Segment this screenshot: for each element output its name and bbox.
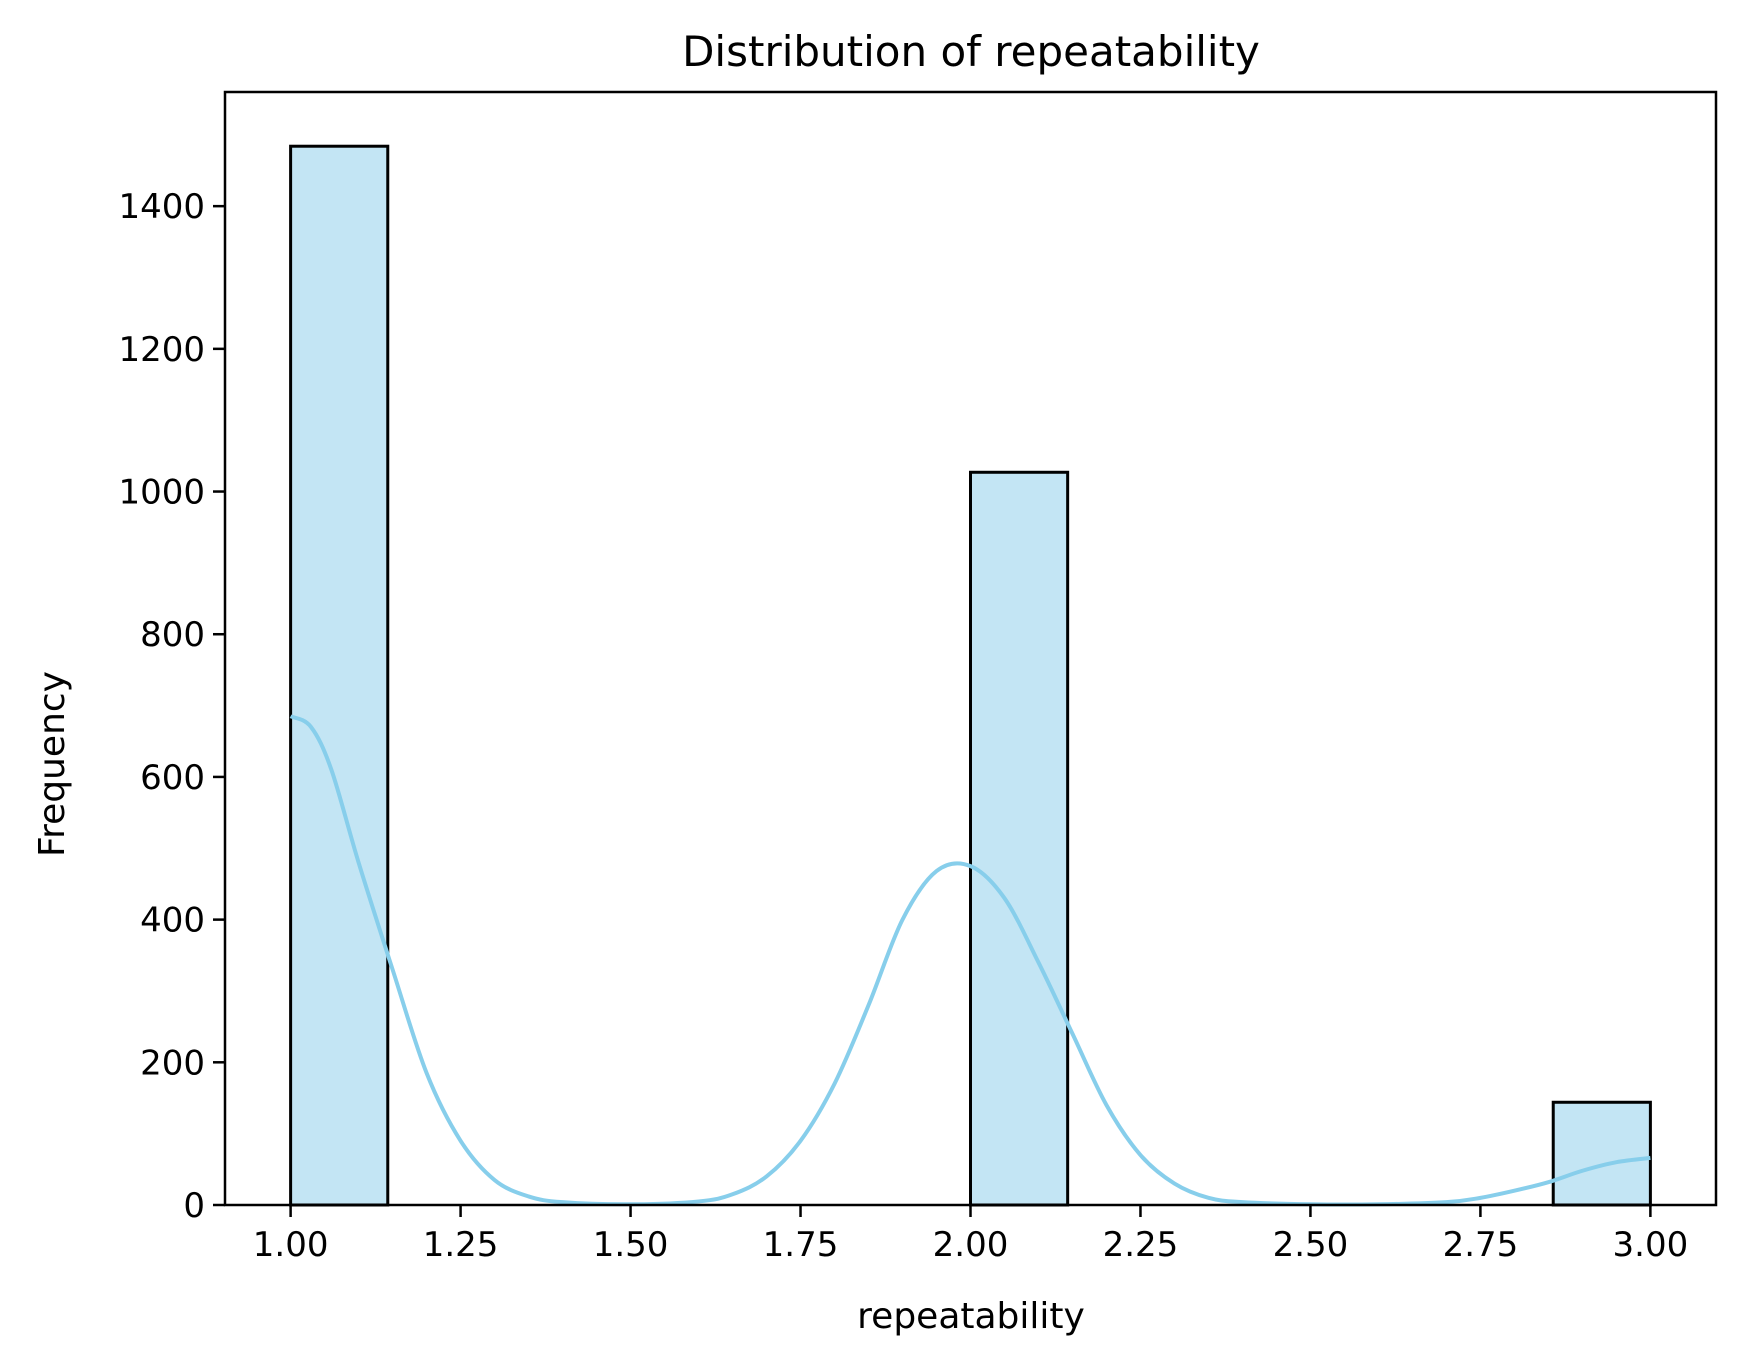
y-tick-label: 1400: [118, 187, 205, 227]
y-axis-title: Frequency: [32, 671, 73, 857]
x-tick-label: 1.00: [253, 1225, 329, 1265]
x-axis-title: repeatability: [857, 1296, 1085, 1337]
x-tick-label: 2.75: [1443, 1225, 1519, 1265]
y-axis: 0 200 400 600 800 1000 1200 1400: [118, 187, 225, 1226]
x-tick-label: 3.00: [1613, 1225, 1689, 1265]
chart-title: Distribution of repeatability: [682, 27, 1260, 76]
x-tick-label: 2.25: [1103, 1225, 1179, 1265]
histogram-bar: [969, 470, 1070, 1207]
y-tick-label: 200: [140, 1043, 205, 1083]
y-tick-label: 0: [183, 1186, 205, 1226]
x-tick-label: 1.25: [423, 1225, 499, 1265]
x-axis: 1.00 1.25 1.50 1.75 2.00 2.25 2.50 2.75 3.00: [253, 1205, 1688, 1265]
histogram-bar: [289, 144, 390, 1207]
y-tick-label: 600: [140, 758, 205, 798]
x-tick-label: 1.50: [593, 1225, 669, 1265]
x-tick-label: 2.50: [1273, 1225, 1349, 1265]
x-tick-label: 1.75: [763, 1225, 839, 1265]
kde-curve: [289, 714, 1651, 1207]
y-tick-label: 1200: [118, 330, 205, 370]
x-tick-label: 2.00: [933, 1225, 1009, 1265]
y-tick-label: 1000: [118, 473, 205, 513]
y-tick-label: 400: [140, 901, 205, 941]
y-tick-label: 800: [140, 615, 205, 655]
histogram-bars: [289, 144, 1652, 1207]
histogram-bar: [1551, 1100, 1652, 1207]
